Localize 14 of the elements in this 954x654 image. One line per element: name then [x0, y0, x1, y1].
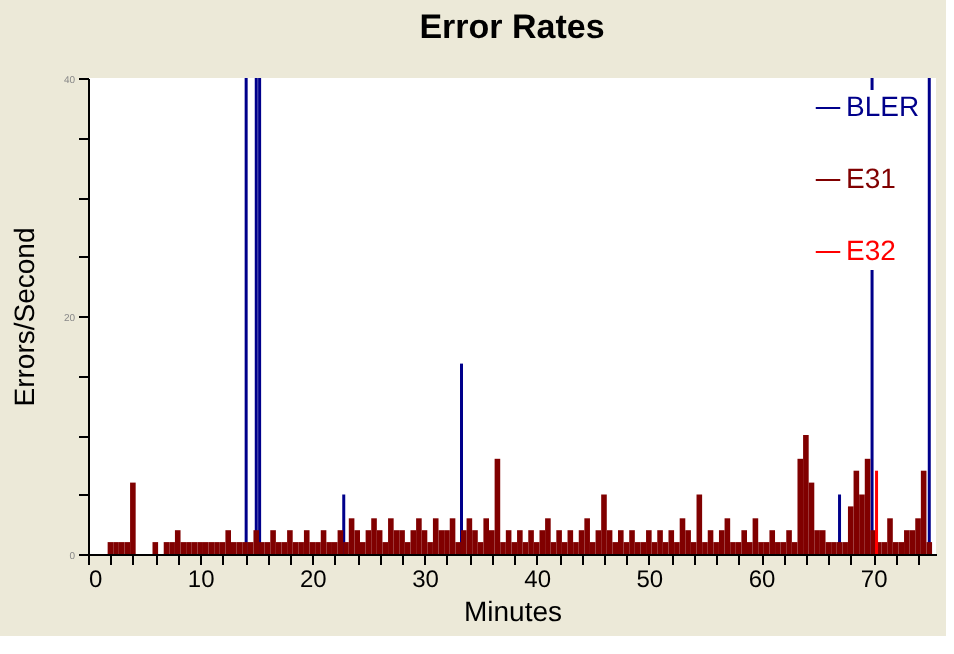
x-tick-label: 60	[748, 565, 776, 593]
x-tick-label: 10	[187, 565, 216, 593]
x-tick-label: 0	[89, 565, 103, 593]
x-tick-label: 30	[412, 565, 440, 593]
x-tick-label: 50	[636, 565, 664, 593]
legend-label: E32	[846, 234, 897, 266]
y-axis-title: Errors/Second	[7, 227, 40, 407]
legend-label: BLER	[846, 90, 920, 122]
x-tick-label: 70	[860, 565, 889, 593]
legend-label: E31	[846, 162, 897, 194]
x-tick-label: 40	[524, 565, 552, 593]
chart-title: Error Rates	[419, 8, 605, 46]
x-axis-title: Minutes	[463, 595, 563, 627]
x-tick-label: 20	[299, 565, 328, 593]
